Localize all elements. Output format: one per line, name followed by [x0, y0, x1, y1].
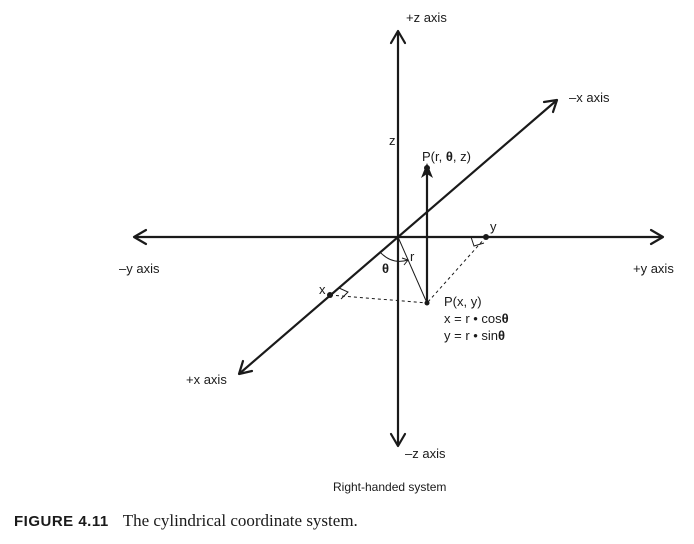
point-xy-label: P(x, y) [444, 294, 482, 309]
figure-number: FIGURE 4.11 [14, 513, 109, 530]
point-cyl-label-theta: θ [446, 149, 453, 164]
point-xy-dot [424, 300, 430, 306]
x-right-angle-mark [338, 287, 349, 300]
neg-x-arrowhead [542, 98, 559, 114]
neg-y-arrowhead [132, 228, 148, 246]
x-equation-text: x = r • cos [444, 311, 502, 326]
pos-y-arrowhead [649, 228, 665, 246]
figure-caption: FIGURE 4.11 The cylindrical coordinate sy… [14, 511, 358, 531]
neg-z-axis-label: –z axis [405, 446, 446, 461]
point-cyl-label: P(r, θ, z) [422, 149, 471, 164]
r-line [397, 236, 428, 304]
pos-y-axis-label: +y axis [633, 261, 674, 276]
point-cyl-label-start: P(r, [422, 149, 446, 164]
point-x-dot [327, 292, 333, 298]
theta-arc [379, 251, 409, 262]
diagram-subtitle: Right-handed system [333, 480, 446, 494]
y-projection-dashed [426, 236, 487, 304]
y-point-label: y [490, 219, 497, 234]
neg-y-axis-label: –y axis [119, 261, 160, 276]
r-label: r [410, 249, 415, 264]
theta-label: θ [382, 261, 389, 276]
figure-caption-text: The cylindrical coordinate system. [122, 511, 358, 530]
y-equation-text: y = r • sin [444, 328, 498, 343]
x-equation: x = r • cosθ [444, 311, 509, 326]
point-cyl-dot [424, 165, 430, 171]
x-projection-dashed [329, 294, 428, 304]
point-cyl-label-end: , z) [453, 149, 471, 164]
neg-z-arrowhead [389, 432, 407, 448]
theta-arc-arrow [401, 257, 409, 266]
y-equation-theta: θ [498, 328, 505, 343]
neg-x-axis-label: –x axis [569, 90, 610, 105]
pos-x-arrowhead [237, 359, 254, 376]
pos-z-arrowhead [389, 29, 407, 45]
point-y-dot [483, 234, 489, 240]
x-point-label: x [319, 282, 326, 297]
y-equation: y = r • sinθ [444, 328, 505, 343]
pos-x-axis-label: +x axis [186, 372, 227, 387]
x-equation-theta: θ [502, 311, 509, 326]
y-right-angle-mark [470, 236, 485, 247]
z-label: z [389, 133, 396, 148]
pos-z-axis-label: +z axis [406, 10, 447, 25]
